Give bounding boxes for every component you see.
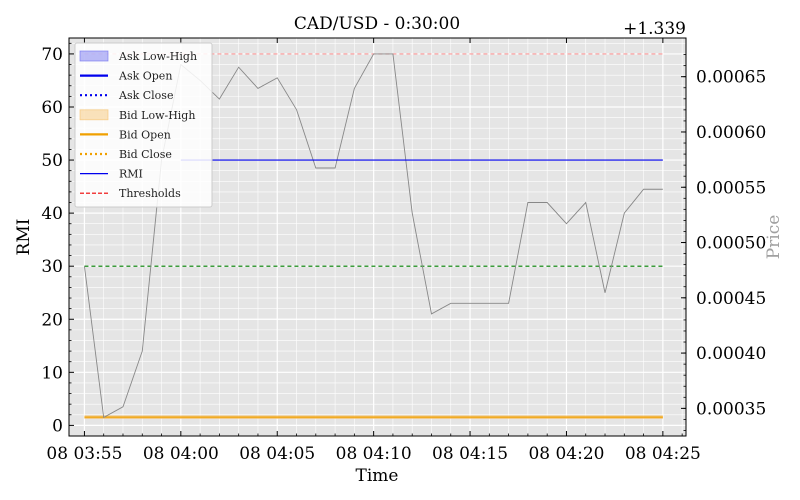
y-left-tick-label: 0	[52, 416, 63, 436]
y-left-tick-label: 40	[41, 204, 63, 224]
legend-label: Bid Low-High	[119, 109, 195, 122]
y-right-tick-label: 0.00060	[696, 123, 766, 143]
y-left-tick-label: 10	[41, 363, 63, 383]
legend-label: Ask Close	[118, 89, 173, 102]
legend-label: Thresholds	[119, 187, 181, 200]
legend: Ask Low-High Ask Open Ask Close Bid Low-Hig…	[74, 42, 213, 208]
y-right-tick-label: 0.00065	[696, 68, 766, 88]
y-left-tick-label: 70	[41, 45, 63, 65]
x-tick-label: 08 04:10	[336, 444, 412, 464]
x-axis-label: Time	[356, 466, 399, 486]
y-right-tick-label: 0.00040	[696, 344, 766, 364]
y-axis-label-right: Price	[764, 215, 784, 260]
x-tick-label: 08 04:20	[528, 444, 604, 464]
y-right-tick-label: 0.00055	[696, 178, 766, 198]
legend-label: Bid Open	[119, 128, 171, 141]
right-axis-offset: +1.339	[623, 19, 686, 39]
y-axis-label-left: RMI	[14, 219, 34, 256]
legend-label: Ask Open	[118, 70, 172, 83]
plot-frame	[68, 37, 687, 437]
legend-swatch-0	[79, 50, 109, 62]
y-left-tick-label: 60	[41, 98, 63, 118]
y-right-tick-label: 0.00035	[696, 399, 766, 419]
y-left-tick-label: 20	[41, 310, 63, 330]
legend-swatch-3	[79, 109, 109, 121]
y-right-tick-label: 0.00045	[696, 289, 766, 309]
x-tick-label: 08 04:25	[625, 444, 701, 464]
legend-box	[74, 42, 213, 208]
x-tick-label: 08 03:55	[46, 444, 122, 464]
chart-title: CAD/USD - 0:30:00	[294, 14, 460, 34]
legend-label: Ask Low-High	[118, 50, 197, 63]
legend-label: Bid Close	[119, 148, 172, 161]
x-tick-label: 08 04:15	[432, 444, 508, 464]
y-left-tick-label: 30	[41, 257, 63, 277]
x-tick-label: 08 04:05	[239, 444, 315, 464]
y-left-tick-label: 50	[41, 151, 63, 171]
y-right-tick-label: 0.00050	[696, 234, 766, 254]
axes: 08 03:55 08 04:00 08 04:05 08 04:10 08 04:15…	[41, 38, 766, 464]
x-tick-label: 08 04:00	[143, 444, 219, 464]
legend-label: RMI	[119, 168, 143, 181]
